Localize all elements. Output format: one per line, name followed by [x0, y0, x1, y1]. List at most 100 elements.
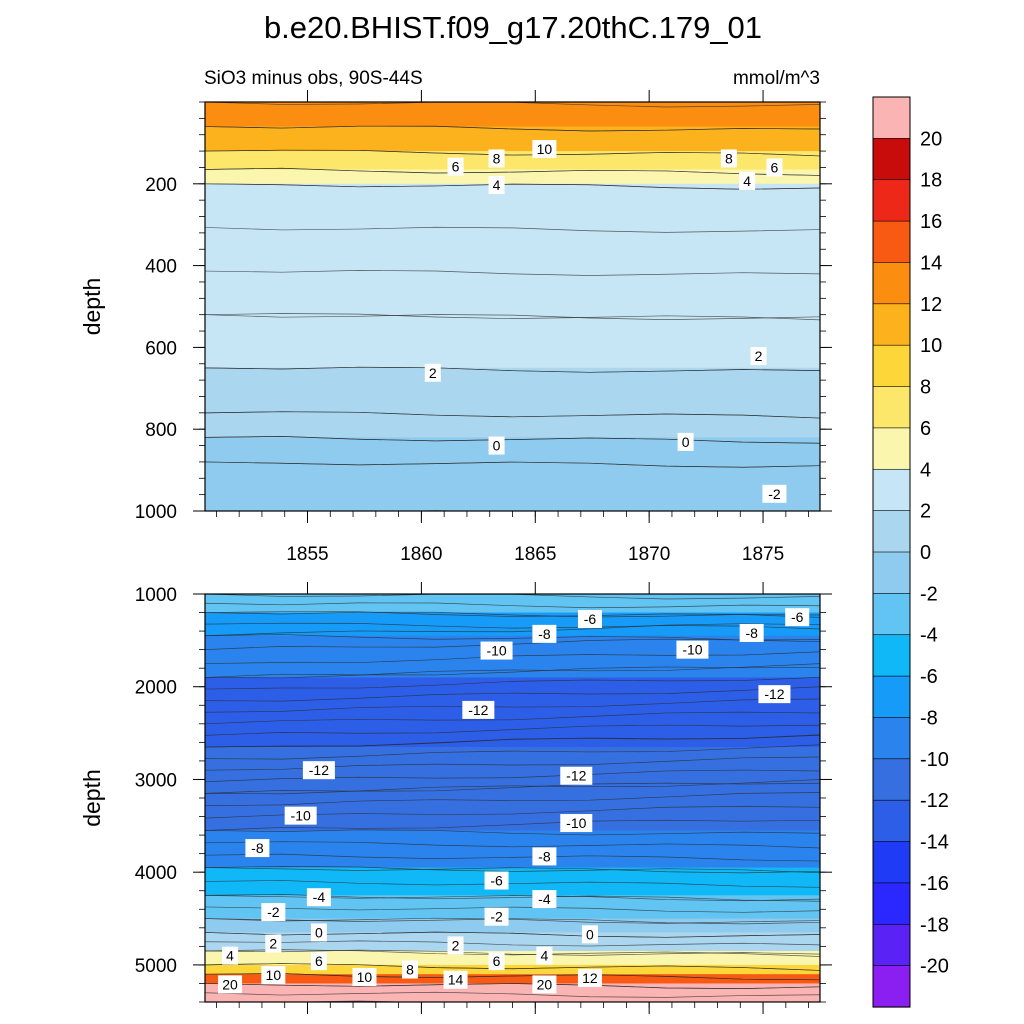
contour-label: -10 [676, 640, 709, 659]
svg-text:10: 10 [357, 969, 373, 985]
contour-line [205, 963, 820, 971]
colorbar-tick-label: -14 [920, 832, 949, 854]
contour-line [205, 866, 820, 874]
contour-label: 4 [222, 946, 239, 965]
svg-text:-12: -12 [309, 762, 329, 778]
contour-label: -10 [480, 641, 513, 660]
colorbar-box [872, 593, 911, 636]
contour-band [205, 367, 820, 414]
svg-text:4: 4 [493, 177, 501, 193]
colorbar-box [872, 634, 911, 677]
contour-line [205, 829, 820, 836]
svg-text:8: 8 [493, 150, 501, 166]
svg-text:-12: -12 [468, 702, 488, 718]
contour-label: -8 [739, 623, 764, 642]
colorbar-box [872, 427, 911, 470]
colorbar-tick-label: -6 [920, 666, 938, 688]
colorbar-box [872, 220, 911, 264]
contour-line [205, 792, 820, 807]
svg-text:2: 2 [269, 936, 277, 952]
colorbar-box [872, 965, 911, 1008]
contour-line [205, 226, 820, 233]
contour-line [205, 711, 820, 725]
colorbar-tick-label: 14 [920, 252, 942, 274]
contour-label: 20 [532, 975, 557, 994]
colorbar-tick-label: 6 [920, 418, 931, 440]
contour-lines [205, 102, 820, 511]
svg-text:4: 4 [226, 948, 234, 964]
contour-label: -2 [484, 907, 509, 926]
contour-line [205, 906, 820, 913]
svg-text:4: 4 [743, 173, 751, 189]
svg-text:-10: -10 [291, 808, 311, 824]
contour-label: 2 [750, 346, 767, 365]
y-tick-label: 400 [145, 257, 177, 278]
colorbar-box [872, 675, 911, 719]
contour-label: 10 [532, 140, 557, 159]
contour-label: -8 [245, 839, 270, 858]
x-tick-label: 1855 [286, 544, 328, 565]
x-tick-label: 1865 [514, 544, 556, 565]
contour-band [205, 437, 820, 463]
contour-band [205, 612, 820, 637]
colorbar-box [872, 923, 911, 967]
contour-line [205, 183, 820, 190]
contour-label: -12 [560, 766, 593, 785]
contour-line [205, 676, 820, 690]
contour-line [205, 411, 820, 419]
contour-line [205, 436, 820, 444]
contour-fills [205, 102, 820, 511]
contour-line [205, 149, 820, 157]
contour-label: 12 [577, 968, 602, 987]
svg-text:-8: -8 [251, 840, 264, 856]
contour-line [205, 698, 820, 713]
svg-text:-10: -10 [682, 642, 702, 658]
y-tick-label: 2000 [135, 678, 177, 699]
contour-line [205, 940, 820, 947]
colorbar-tick-label: 8 [920, 377, 931, 399]
contour-label: 0 [677, 432, 694, 451]
contour-line [205, 949, 820, 956]
contour-label: 6 [766, 158, 783, 177]
svg-text:-6: -6 [791, 609, 804, 625]
contour-line [205, 744, 820, 760]
svg-text:2: 2 [429, 365, 437, 381]
svg-text:-10: -10 [566, 815, 586, 831]
contour-label: 20 [218, 975, 243, 994]
svg-text:4: 4 [540, 948, 548, 964]
colorbar-tick-label: -16 [920, 873, 949, 895]
contour-band [205, 918, 820, 933]
contour-label: -2 [762, 484, 787, 503]
svg-text:10: 10 [266, 967, 282, 983]
contour-band [205, 830, 820, 869]
svg-text:10: 10 [537, 141, 553, 157]
svg-text:-6: -6 [490, 873, 503, 889]
colorbar-box [872, 510, 911, 553]
colorbar-box [872, 799, 911, 843]
svg-text:-8: -8 [745, 625, 758, 641]
colorbar-tick-label: 2 [920, 501, 931, 523]
contour-label: 0 [581, 925, 598, 944]
contour-line [205, 880, 820, 888]
contour-label: 6 [488, 952, 505, 971]
colorbar-box [872, 303, 911, 346]
y-tick-label: 600 [145, 338, 177, 359]
colorbar-box [872, 841, 911, 884]
contour-line [205, 611, 820, 618]
contour-band [205, 151, 820, 170]
contour-band [205, 974, 820, 984]
contour-label: 8 [720, 149, 737, 168]
colorbar-tick-label: -18 [920, 914, 949, 936]
svg-text:2: 2 [452, 937, 460, 953]
y-axis-label: depth [79, 769, 105, 827]
x-tick-label: 1870 [628, 544, 670, 565]
colorbar-box [872, 262, 911, 305]
colorbar-tick-label: -2 [920, 583, 938, 605]
svg-text:-8: -8 [538, 626, 551, 642]
contour-label: -12 [758, 685, 791, 704]
colorbar-box [872, 179, 911, 222]
colorbar-box [872, 138, 911, 181]
svg-text:0: 0 [586, 926, 594, 942]
